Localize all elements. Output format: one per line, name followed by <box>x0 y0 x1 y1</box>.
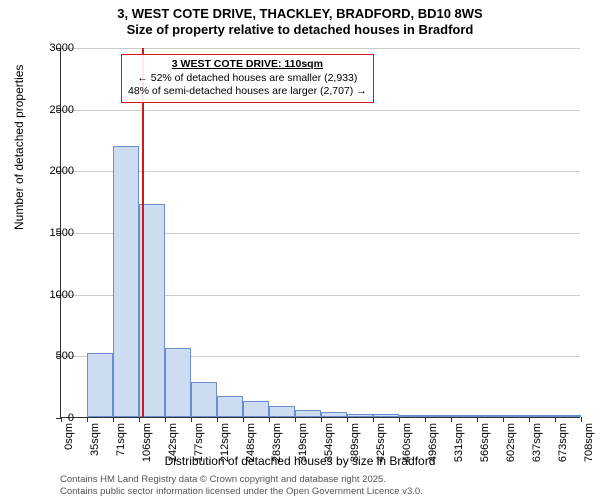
y-tick-label: 1000 <box>24 289 74 301</box>
histogram-bar <box>529 415 555 417</box>
histogram-bar <box>269 406 295 417</box>
y-tick-label: 2000 <box>24 165 74 177</box>
title-line-1: 3, WEST COTE DRIVE, THACKLEY, BRADFORD, … <box>0 6 600 22</box>
x-tick-mark <box>243 417 244 422</box>
x-tick-mark <box>451 417 452 422</box>
histogram-bar <box>477 415 503 417</box>
footer-line-2: Contains public sector information licen… <box>60 486 423 498</box>
x-tick-mark <box>165 417 166 422</box>
histogram-bar <box>399 415 425 417</box>
y-tick-label: 2500 <box>24 104 74 116</box>
x-tick-mark <box>269 417 270 422</box>
x-tick-mark <box>295 417 296 422</box>
x-tick-mark <box>139 417 140 422</box>
histogram-bar <box>243 401 269 417</box>
histogram-bar <box>217 396 243 417</box>
x-tick-mark <box>399 417 400 422</box>
footer-line-1: Contains HM Land Registry data © Crown c… <box>60 474 423 486</box>
x-tick-label: 0sqm <box>63 423 75 450</box>
histogram-bar <box>425 415 451 417</box>
x-tick-mark <box>373 417 374 422</box>
x-tick-mark <box>191 417 192 422</box>
histogram-bar <box>451 415 477 417</box>
histogram-bar <box>191 382 217 417</box>
x-tick-mark <box>503 417 504 422</box>
x-tick-mark <box>581 417 582 422</box>
y-axis-label: Number of detached properties <box>12 65 26 230</box>
property-marker-line <box>142 48 144 417</box>
annotation-box: 3 WEST COTE DRIVE: 110sqm ← 52% of detac… <box>121 54 374 103</box>
histogram-bar <box>373 414 399 417</box>
histogram-bar <box>321 412 347 417</box>
histogram-bar <box>165 348 191 417</box>
x-axis-label: Distribution of detached houses by size … <box>0 454 600 468</box>
annotation-title: 3 WEST COTE DRIVE: 110sqm <box>128 58 367 72</box>
x-tick-mark <box>217 417 218 422</box>
annotation-smaller: ← 52% of detached houses are smaller (2,… <box>128 72 367 86</box>
histogram-bar <box>555 415 581 417</box>
x-tick-mark <box>425 417 426 422</box>
histogram-bar <box>113 146 139 417</box>
x-tick-mark <box>113 417 114 422</box>
y-tick-label: 500 <box>24 350 74 362</box>
gridline <box>61 48 580 49</box>
histogram-chart: 3, WEST COTE DRIVE, THACKLEY, BRADFORD, … <box>0 0 600 500</box>
y-tick-label: 3000 <box>24 42 74 54</box>
annotation-larger: 48% of semi-detached houses are larger (… <box>128 85 367 99</box>
title-line-2: Size of property relative to detached ho… <box>0 22 600 38</box>
x-tick-mark <box>529 417 530 422</box>
plot-area: 3 WEST COTE DRIVE: 110sqm ← 52% of detac… <box>60 48 580 418</box>
x-tick-mark <box>555 417 556 422</box>
histogram-bar <box>87 353 113 417</box>
y-tick-label: 1500 <box>24 227 74 239</box>
x-tick-mark <box>477 417 478 422</box>
histogram-bar <box>347 414 373 417</box>
y-tick-label: 0 <box>24 412 74 424</box>
x-tick-mark <box>347 417 348 422</box>
x-tick-label: 71sqm <box>115 423 127 456</box>
x-tick-mark <box>321 417 322 422</box>
gridline <box>61 171 580 172</box>
chart-footer: Contains HM Land Registry data © Crown c… <box>60 474 423 498</box>
x-tick-label: 35sqm <box>89 423 101 456</box>
histogram-bar <box>295 410 321 417</box>
gridline <box>61 110 580 111</box>
histogram-bar <box>503 415 529 417</box>
chart-title: 3, WEST COTE DRIVE, THACKLEY, BRADFORD, … <box>0 0 600 39</box>
x-tick-mark <box>87 417 88 422</box>
